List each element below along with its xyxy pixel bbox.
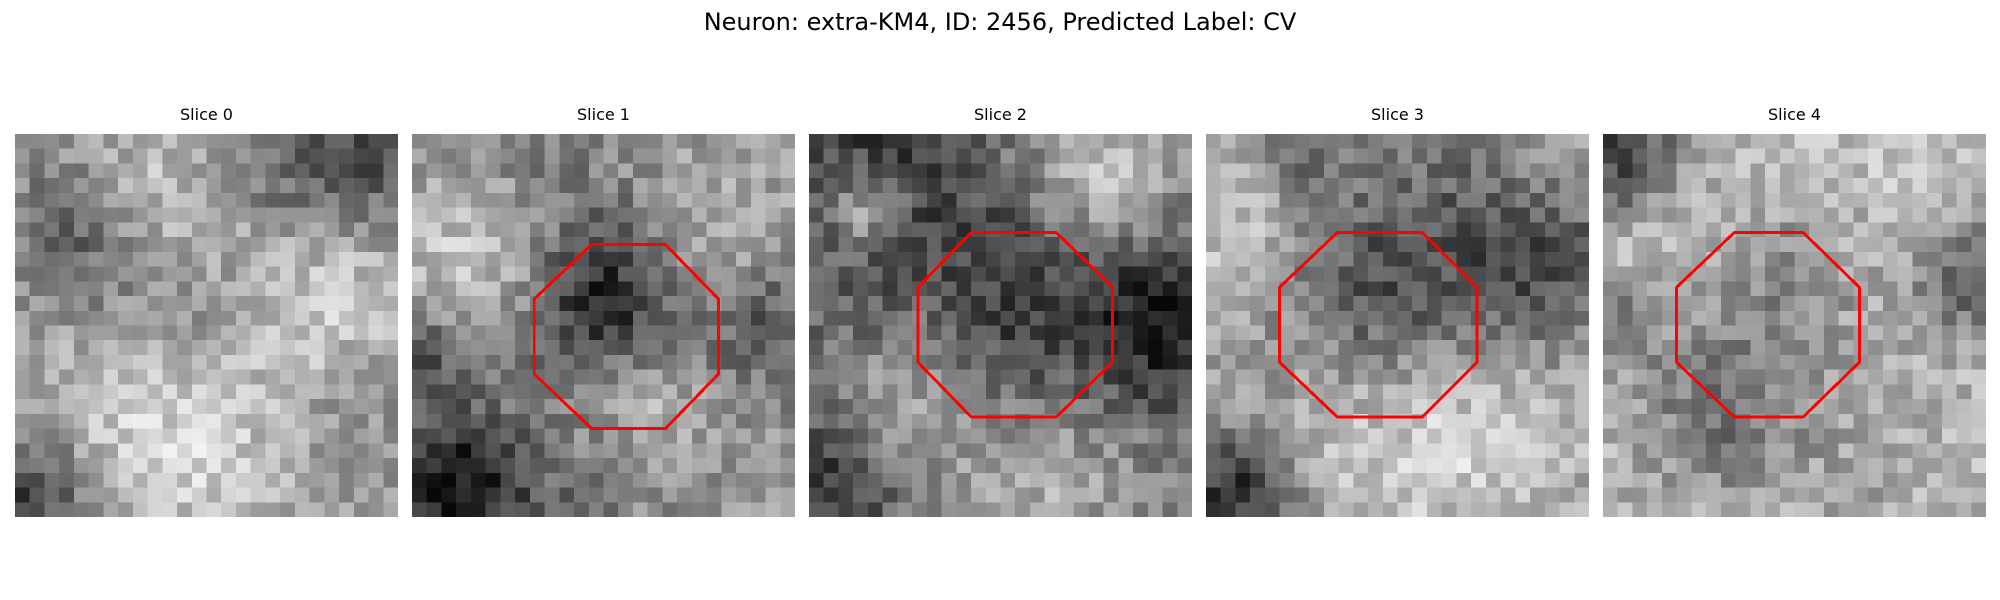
slice-image [809,134,1192,517]
slice-title: Slice 4 [1603,105,1986,125]
slice-image [412,134,795,517]
figure-title: Neuron: extra-KM4, ID: 2456, Predicted L… [0,6,2000,38]
slice-title: Slice 0 [15,105,398,125]
slice-title: Slice 3 [1206,105,1589,125]
slice-title: Slice 2 [809,105,1192,125]
slice-title: Slice 1 [412,105,795,125]
slice-image [1603,134,1986,517]
slice-image [1206,134,1589,517]
slice-image [15,134,398,517]
